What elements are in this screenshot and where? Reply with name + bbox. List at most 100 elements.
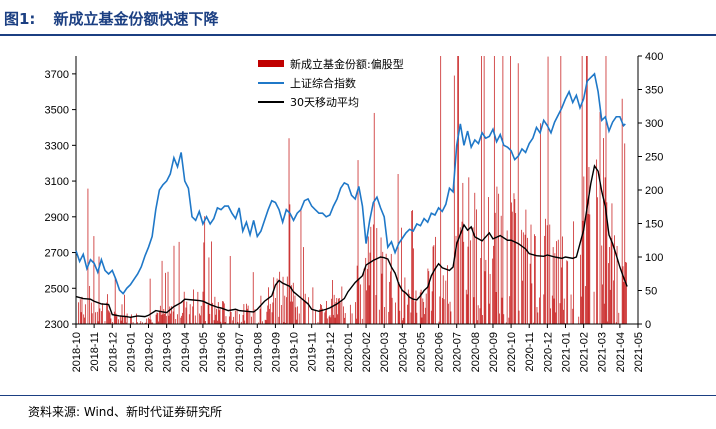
bar	[78, 302, 79, 324]
bar	[102, 303, 103, 324]
bar	[484, 271, 486, 324]
bar	[155, 314, 157, 324]
bar	[613, 280, 615, 324]
right-tick-label: 300	[645, 118, 663, 130]
right-tick-label: 150	[645, 219, 663, 231]
right-tick-label: 200	[645, 185, 663, 197]
bar	[349, 304, 351, 324]
bar	[116, 316, 118, 324]
bar	[462, 182, 464, 324]
bar	[395, 302, 396, 324]
bar	[170, 313, 171, 324]
x-tick-label: 2020-07	[452, 332, 464, 372]
bar	[315, 310, 316, 324]
bar	[439, 296, 441, 324]
bar	[554, 253, 556, 324]
bar	[292, 282, 294, 324]
bar	[292, 301, 293, 324]
bar	[151, 322, 153, 324]
bar	[385, 253, 387, 324]
bar	[432, 246, 434, 324]
bar	[330, 317, 332, 324]
bar	[332, 280, 333, 324]
bar	[488, 303, 490, 324]
bar	[81, 296, 83, 324]
figure-label: 图1:	[4, 10, 36, 28]
bar	[624, 143, 626, 324]
bar	[136, 313, 137, 324]
bar	[367, 236, 369, 324]
bar	[304, 293, 306, 324]
bar	[555, 312, 557, 324]
bar	[403, 290, 405, 324]
bar	[189, 304, 191, 324]
bar	[561, 267, 563, 324]
bar	[375, 295, 377, 324]
right-tick-label: 50	[645, 286, 657, 298]
x-tick-label: 2020-11	[524, 332, 536, 372]
bar	[422, 298, 424, 324]
x-tick-label: 2019-10	[289, 332, 301, 372]
bar	[463, 241, 465, 324]
bar	[398, 282, 400, 324]
bar	[161, 260, 163, 324]
bar	[203, 242, 205, 324]
x-tick-label: 2020-12	[542, 332, 554, 372]
bar	[246, 303, 247, 324]
bar	[367, 268, 368, 324]
bar	[333, 294, 335, 324]
x-tick-label: 2019-05	[198, 332, 210, 372]
bar	[290, 301, 292, 324]
right-tick-label: 350	[645, 85, 663, 97]
left-tick-label: 3100	[45, 176, 69, 188]
bar	[506, 230, 508, 324]
bar	[229, 255, 231, 324]
bar	[388, 311, 390, 324]
bar	[162, 314, 164, 324]
bar	[182, 312, 183, 324]
bar	[496, 186, 498, 324]
x-tick-label: 2019-09	[270, 332, 282, 372]
bar	[294, 295, 296, 324]
bar	[312, 287, 314, 324]
bar	[611, 203, 613, 324]
bar	[178, 241, 180, 324]
bar	[247, 305, 249, 324]
bar	[449, 301, 451, 324]
bar	[397, 174, 399, 324]
legend-swatch	[258, 60, 284, 67]
figure-heading: 新成立基金份额快速下降	[53, 10, 219, 28]
bar	[265, 320, 267, 324]
bar	[488, 197, 489, 324]
bar	[415, 290, 417, 324]
bar	[168, 315, 170, 324]
bar	[586, 56, 588, 324]
bar	[276, 278, 278, 324]
right-tick-label: 100	[645, 252, 663, 264]
bar	[279, 271, 281, 324]
bar	[583, 176, 585, 324]
bar	[572, 308, 574, 324]
line-series-ma	[75, 164, 628, 319]
bar	[172, 311, 174, 324]
bar	[421, 317, 423, 324]
bar	[298, 313, 300, 324]
bar	[596, 159, 598, 324]
bar	[534, 236, 536, 324]
bar	[485, 259, 487, 324]
bar	[243, 304, 245, 324]
bar	[186, 301, 188, 324]
bar	[286, 276, 288, 324]
bar	[200, 315, 201, 324]
left-tick-label: 3700	[45, 69, 69, 81]
bar	[581, 56, 583, 324]
bar	[609, 289, 611, 324]
bar	[193, 289, 194, 324]
bar	[618, 312, 620, 324]
bar	[239, 314, 240, 324]
bar	[95, 312, 96, 324]
bar	[183, 291, 185, 324]
bar	[365, 257, 367, 324]
bar	[192, 306, 194, 324]
bar	[427, 268, 429, 324]
